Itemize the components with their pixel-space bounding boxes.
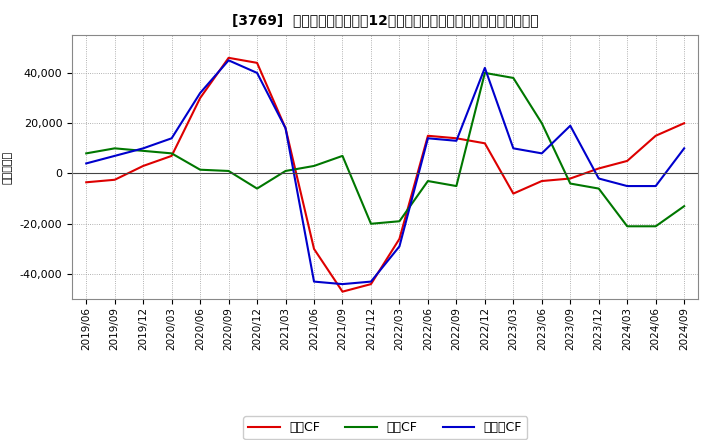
フリーCF (452, 138, 461, 143)
フリーCF (509, 146, 518, 151)
投資CF (595, 186, 603, 191)
営業CF (282, 125, 290, 131)
営業CF (537, 178, 546, 183)
営業CF (480, 141, 489, 146)
営業CF (338, 289, 347, 294)
投資CF (253, 186, 261, 191)
Line: 営業CF: 営業CF (86, 58, 684, 292)
フリーCF (366, 279, 375, 284)
Title: [3769]  キャッシュフローの12か月移動合計の対前年同期増減額の推移: [3769] キャッシュフローの12か月移動合計の対前年同期増減額の推移 (232, 13, 539, 27)
投資CF (423, 178, 432, 183)
フリーCF (310, 279, 318, 284)
フリーCF (338, 282, 347, 287)
投資CF (366, 221, 375, 227)
営業CF (366, 282, 375, 287)
営業CF (82, 180, 91, 185)
投資CF (566, 181, 575, 186)
フリーCF (82, 161, 91, 166)
フリーCF (623, 183, 631, 189)
フリーCF (595, 176, 603, 181)
投資CF (82, 151, 91, 156)
投資CF (167, 151, 176, 156)
フリーCF (680, 146, 688, 151)
投資CF (509, 75, 518, 81)
営業CF (423, 133, 432, 139)
フリーCF (537, 151, 546, 156)
投資CF (395, 219, 404, 224)
営業CF (196, 95, 204, 101)
Y-axis label: （百万円）: （百万円） (3, 150, 13, 184)
投資CF (282, 169, 290, 174)
営業CF (395, 236, 404, 242)
Line: フリーCF: フリーCF (86, 60, 684, 284)
フリーCF (225, 58, 233, 63)
営業CF (110, 177, 119, 183)
フリーCF (566, 123, 575, 128)
フリーCF (423, 136, 432, 141)
Line: 投資CF: 投資CF (86, 73, 684, 226)
フリーCF (167, 136, 176, 141)
フリーCF (253, 70, 261, 76)
営業CF (595, 166, 603, 171)
投資CF (623, 224, 631, 229)
フリーCF (110, 153, 119, 158)
営業CF (623, 158, 631, 164)
投資CF (652, 224, 660, 229)
営業CF (566, 176, 575, 181)
フリーCF (652, 183, 660, 189)
投資CF (139, 148, 148, 154)
営業CF (509, 191, 518, 196)
営業CF (167, 153, 176, 158)
フリーCF (395, 244, 404, 249)
投資CF (225, 169, 233, 174)
投資CF (537, 121, 546, 126)
投資CF (110, 146, 119, 151)
営業CF (310, 246, 318, 252)
営業CF (139, 163, 148, 169)
営業CF (652, 133, 660, 139)
営業CF (680, 121, 688, 126)
営業CF (225, 55, 233, 60)
投資CF (196, 167, 204, 172)
投資CF (452, 183, 461, 189)
フリーCF (196, 90, 204, 95)
投資CF (480, 70, 489, 76)
フリーCF (139, 146, 148, 151)
投資CF (680, 204, 688, 209)
Legend: 営業CF, 投資CF, フリーCF: 営業CF, 投資CF, フリーCF (243, 416, 527, 439)
営業CF (253, 60, 261, 66)
投資CF (338, 153, 347, 158)
フリーCF (480, 65, 489, 70)
投資CF (310, 163, 318, 169)
フリーCF (282, 125, 290, 131)
営業CF (452, 136, 461, 141)
